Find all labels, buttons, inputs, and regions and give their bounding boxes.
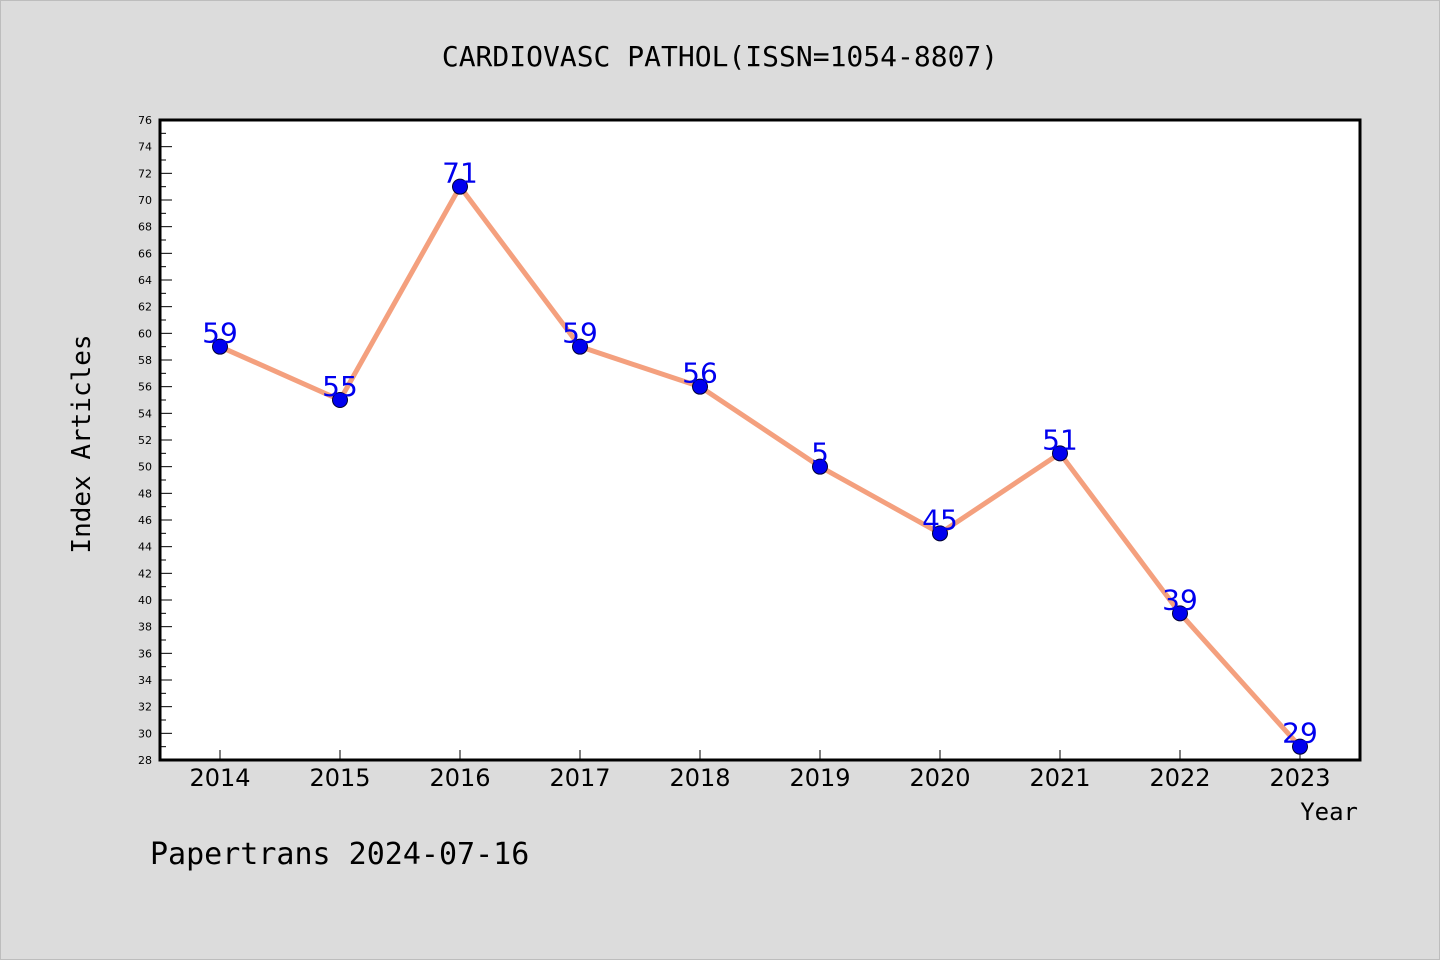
y-tick-label: 72 bbox=[138, 167, 152, 180]
y-tick-label: 46 bbox=[138, 514, 152, 527]
y-tick-label: 30 bbox=[138, 727, 152, 740]
y-tick-label: 42 bbox=[138, 567, 152, 580]
data-point bbox=[332, 392, 348, 408]
x-tick-label: 2022 bbox=[1149, 764, 1210, 792]
data-point bbox=[812, 458, 828, 475]
y-tick-label: 62 bbox=[138, 301, 152, 314]
x-tick-label: 2014 bbox=[189, 764, 250, 792]
x-tick-label: 2021 bbox=[1029, 764, 1090, 792]
data-label: 5 bbox=[811, 437, 829, 470]
data-label: 39 bbox=[1162, 583, 1198, 616]
y-tick-label: 68 bbox=[138, 221, 152, 234]
x-tick-label: 2019 bbox=[789, 764, 850, 792]
data-label: 29 bbox=[1282, 717, 1318, 750]
x-axis-label: Year bbox=[1300, 798, 1358, 826]
y-tick-label: 36 bbox=[138, 647, 152, 660]
y-axis: 28 30 32 34 36 38 40 42 44 46 48 50 52 54 56 58 60 62 64 66… bbox=[138, 114, 172, 767]
data-point bbox=[1292, 738, 1308, 755]
data-label: 59 bbox=[562, 317, 598, 350]
y-tick-label: 74 bbox=[138, 141, 152, 154]
data-point bbox=[1172, 605, 1188, 622]
data-label: 51 bbox=[1042, 423, 1078, 456]
y-tick-label: 76 bbox=[138, 114, 152, 127]
data-labels: 59 55 71 59 56 5 45 51 39 29 bbox=[202, 157, 1318, 750]
x-tick-label: 2018 bbox=[669, 764, 730, 792]
x-tick-label: 2016 bbox=[429, 764, 490, 792]
x-tick-label: 2023 bbox=[1269, 764, 1330, 792]
y-tick-label: 56 bbox=[138, 381, 152, 394]
y-tick-label: 44 bbox=[138, 541, 152, 554]
plot-frame bbox=[158, 118, 1362, 762]
y-tick-label: 70 bbox=[138, 194, 152, 207]
series-line bbox=[218, 184, 1302, 749]
y-tick-label: 60 bbox=[138, 327, 152, 340]
data-label: 56 bbox=[682, 357, 718, 390]
data-label: 45 bbox=[922, 503, 958, 536]
footer-text: Papertrans 2024-07-16 bbox=[150, 837, 529, 872]
x-tick-label: 2017 bbox=[549, 764, 610, 792]
y-tick-label: 32 bbox=[138, 701, 152, 714]
data-point bbox=[932, 525, 948, 542]
plot-area bbox=[160, 120, 1360, 760]
y-axis-label: Index Articles bbox=[67, 334, 97, 553]
data-point bbox=[692, 378, 708, 395]
data-point bbox=[1052, 445, 1068, 462]
y-tick-label: 34 bbox=[138, 674, 152, 687]
y-tick-label: 54 bbox=[138, 407, 152, 420]
y-tick-label: 48 bbox=[138, 487, 152, 500]
x-tick-label: 2020 bbox=[909, 764, 970, 792]
chart-title: CARDIOVASC PATHOL(ISSN=1054-8807) bbox=[442, 40, 998, 73]
y-tick-label: 66 bbox=[138, 247, 152, 260]
data-label: 59 bbox=[202, 317, 238, 350]
x-axis: 2014 2015 2016 2017 2018 2019 2020 2021 2022 2023 bbox=[189, 750, 1331, 792]
data-point bbox=[212, 338, 228, 355]
data-point bbox=[452, 178, 468, 195]
y-tick-label: 28 bbox=[138, 754, 152, 767]
data-label: 71 bbox=[442, 157, 478, 190]
y-tick-label: 64 bbox=[138, 274, 152, 287]
y-tick-label: 58 bbox=[138, 354, 152, 367]
y-tick-label: 38 bbox=[138, 621, 152, 634]
data-markers bbox=[212, 178, 1308, 755]
data-label: 55 bbox=[322, 370, 358, 403]
y-tick-label: 52 bbox=[138, 434, 152, 447]
x-tick-label: 2015 bbox=[309, 764, 370, 792]
data-point bbox=[572, 338, 588, 355]
y-tick-label: 50 bbox=[138, 461, 152, 474]
y-tick-label: 40 bbox=[138, 594, 152, 607]
